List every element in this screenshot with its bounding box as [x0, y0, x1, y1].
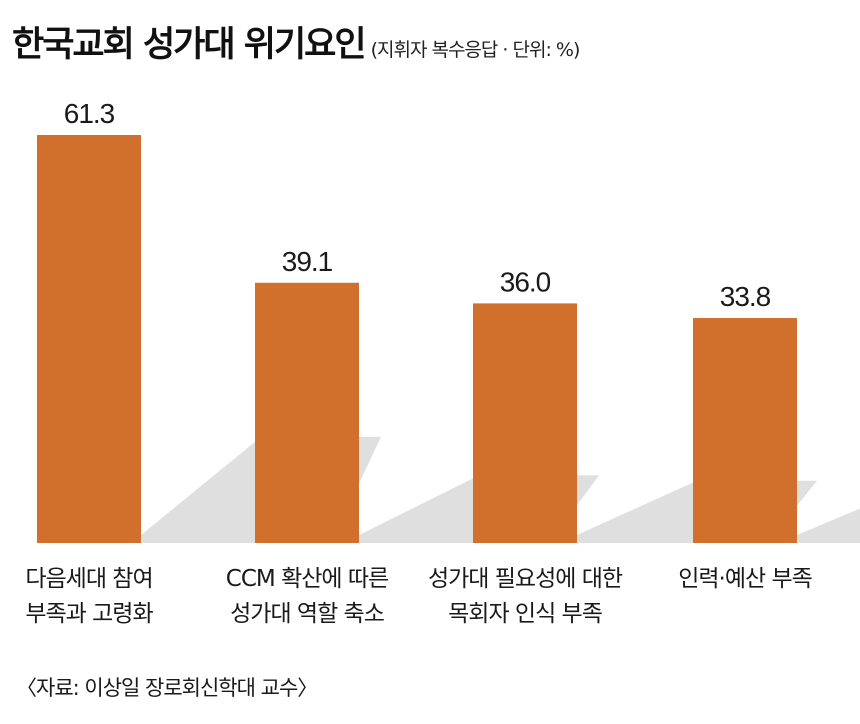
value-label: 36.0	[500, 266, 551, 297]
category-label-line: 다음세대 참여	[25, 566, 153, 592]
category-label: 인력·예산 부족	[640, 562, 850, 597]
bar	[255, 282, 359, 543]
bar	[37, 135, 141, 543]
bars	[37, 135, 797, 543]
value-labels: 61.3 39.1 36.0 33.8	[64, 98, 772, 312]
value-label: 33.8	[720, 281, 771, 312]
category-label-line: 부족과 고령화	[25, 601, 153, 627]
chart-title: 한국교회 성가대 위기요인	[12, 25, 367, 65]
bar-shadow	[797, 508, 860, 543]
category-label-line: CCM 확산에 따른	[225, 566, 389, 592]
category-label-line: 인력·예산 부족	[678, 566, 813, 592]
value-label: 39.1	[282, 246, 333, 277]
bar	[693, 318, 797, 543]
title-row: 한국교회 성가대 위기요인 (지휘자 복수응답 · 단위: %)	[12, 16, 581, 67]
source-note: 〈자료: 이상일 장로회신학대 교수〉	[16, 676, 318, 700]
category-label-line: 성가대 역할 축소	[230, 601, 385, 627]
value-label: 61.3	[64, 98, 115, 129]
bar	[473, 303, 577, 543]
chart-subtitle: (지휘자 복수응답 · 단위: %)	[370, 39, 581, 61]
category-label-line: 성가대 필요성에 대한	[427, 566, 623, 592]
category-label-line: 목회자 인식 부족	[448, 601, 603, 627]
